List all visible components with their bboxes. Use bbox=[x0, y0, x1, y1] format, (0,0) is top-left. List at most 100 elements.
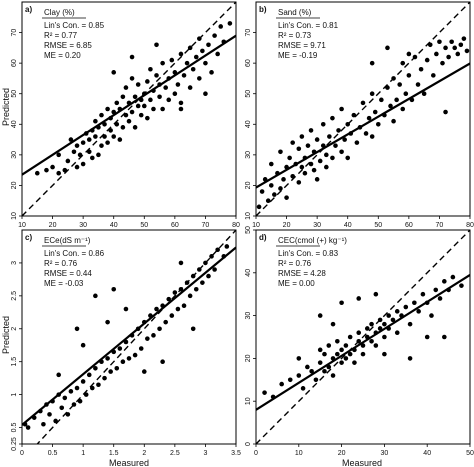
panel-a-data-point bbox=[86, 149, 92, 155]
panel-c-data-point bbox=[111, 286, 117, 292]
panel-c-xtick-label: 1.5 bbox=[109, 450, 119, 457]
panel-b-data-point bbox=[403, 91, 409, 97]
y-axis-label-top: Predicted bbox=[1, 88, 11, 126]
panel-b-data-point bbox=[284, 164, 289, 170]
panel-b-stat-line: R² = 0.73 bbox=[278, 31, 312, 40]
panel-b-data-point bbox=[363, 131, 369, 136]
panel-b-data-point bbox=[308, 128, 314, 133]
panel-c-data-point bbox=[56, 392, 61, 397]
panel-a-data-point bbox=[111, 109, 117, 115]
panel-d-data-point bbox=[364, 334, 370, 340]
panel-a-data-point bbox=[203, 60, 208, 66]
panel-b-data-point bbox=[366, 115, 372, 121]
panel-a-xtick-label: 70 bbox=[202, 222, 210, 229]
panel-d-data-point bbox=[339, 347, 344, 353]
panel-d-ytick-label: 30 bbox=[245, 312, 252, 320]
panel-b-data-point bbox=[455, 51, 461, 57]
panel-c-data-point bbox=[160, 303, 165, 309]
panel-a-data-point bbox=[86, 137, 92, 142]
panel-b-ytick-label: 10 bbox=[245, 212, 252, 220]
panel-c-data-point bbox=[71, 402, 77, 407]
panel-c-data-point bbox=[102, 375, 107, 381]
panel-a-data-point bbox=[117, 137, 123, 142]
panel-d-data-point bbox=[373, 291, 379, 297]
panel-c-ytick-label: 0.5 bbox=[11, 423, 18, 433]
panel-a-data-point bbox=[157, 94, 162, 100]
panel-a-data-point bbox=[197, 36, 202, 41]
panel-b-xtick-label: 20 bbox=[283, 222, 291, 229]
panel-c-data-point bbox=[141, 319, 147, 325]
panel-a-data-point bbox=[93, 134, 98, 139]
panel-d-xtick-label: 40 bbox=[423, 450, 431, 457]
panel-b-ytick-label: 20 bbox=[245, 181, 252, 189]
panel-b-data-point bbox=[336, 128, 341, 133]
panel-b-data-point bbox=[385, 85, 390, 90]
panel-d-ytick-label: 10 bbox=[245, 397, 252, 405]
panel-d-data-point bbox=[347, 334, 353, 340]
panel-d-data-point bbox=[352, 360, 357, 365]
panel-b-data-point bbox=[437, 39, 442, 45]
panel-c-data-point bbox=[114, 365, 120, 371]
panel-a-ytick-label: 70 bbox=[11, 29, 18, 37]
panel-b-data-point bbox=[302, 170, 308, 176]
panel-c-letter: c) bbox=[25, 233, 32, 242]
panel-d-data-point bbox=[437, 296, 443, 301]
panel-d-data-point bbox=[360, 343, 366, 348]
panel-c-data-point bbox=[129, 333, 135, 338]
panel-d-data-point bbox=[352, 347, 357, 353]
panel-a-data-point bbox=[93, 118, 98, 124]
panel-b-data-point bbox=[400, 60, 406, 66]
panel-b-data-point bbox=[290, 140, 295, 145]
panel-a-data-point bbox=[126, 100, 132, 106]
panel-c-data-point bbox=[209, 254, 214, 259]
panel-b-data-point bbox=[299, 164, 305, 170]
panel-c-data-point bbox=[123, 306, 129, 312]
panel-b-ytick-label: 50 bbox=[245, 90, 252, 98]
panel-b-data-point bbox=[320, 121, 326, 127]
panel-a-data-point bbox=[102, 134, 107, 139]
panel-a-data-point bbox=[166, 97, 172, 103]
panel-b-data-point bbox=[342, 137, 347, 142]
panel-a-data-point bbox=[172, 91, 178, 97]
panel-a-data-point bbox=[138, 112, 144, 118]
panel-b-stat-line: ME = -0.19 bbox=[278, 51, 318, 60]
panel-a-data-point bbox=[114, 121, 120, 127]
panel-b-data-point bbox=[458, 42, 464, 48]
panel-d-ytick-label: 20 bbox=[245, 354, 252, 362]
panel-b-data-point bbox=[314, 177, 320, 182]
panel-a-xtick-label: 40 bbox=[110, 222, 118, 229]
panel-a-data-point bbox=[132, 94, 138, 100]
panel-d-xtick-label: 50 bbox=[466, 450, 474, 457]
panel-a-data-point bbox=[221, 39, 227, 45]
panel-a-data-point bbox=[108, 115, 113, 121]
panel-a-data-point bbox=[154, 73, 159, 78]
panel-a-xtick-label: 80 bbox=[232, 222, 240, 229]
panel-b-data-point bbox=[302, 155, 308, 161]
panel-b-data-point bbox=[311, 149, 317, 155]
panel-d-stat-line: ME = 0.00 bbox=[278, 279, 315, 288]
panel-b-data-point bbox=[382, 112, 387, 118]
panel-c-data-point bbox=[193, 286, 199, 292]
panel-a-data-point bbox=[138, 97, 144, 103]
panel-a-data-point bbox=[71, 149, 77, 155]
panel-c-stat-line: RMSE = 0.44 bbox=[44, 269, 92, 278]
panel-c-data-point bbox=[166, 296, 172, 302]
panel-c-xtick-label: 0.5 bbox=[48, 450, 58, 457]
panel-b-xtick-label: 70 bbox=[436, 222, 444, 229]
panel-b-data-point bbox=[440, 60, 445, 66]
panel-d-data-point bbox=[382, 334, 387, 340]
panel-d-stat-line: Lin's Con. = 0.83 bbox=[278, 249, 339, 258]
panel-c-data-point bbox=[93, 293, 98, 299]
panel-d-data-point bbox=[399, 313, 404, 318]
panel-d-data-point bbox=[317, 313, 323, 318]
panel-b-data-point bbox=[388, 103, 393, 109]
panel-b-regression-line bbox=[256, 62, 470, 189]
panel-d-xtick-label: 30 bbox=[381, 450, 389, 457]
panel-d-data-point bbox=[403, 304, 409, 310]
panel-c-data-point bbox=[169, 313, 175, 318]
panel-a-data-point bbox=[105, 140, 110, 145]
panel-a-stat-line: R² = 0.77 bbox=[44, 31, 78, 40]
panel-d-data-point bbox=[394, 330, 400, 336]
panel-b-data-point bbox=[415, 82, 421, 87]
